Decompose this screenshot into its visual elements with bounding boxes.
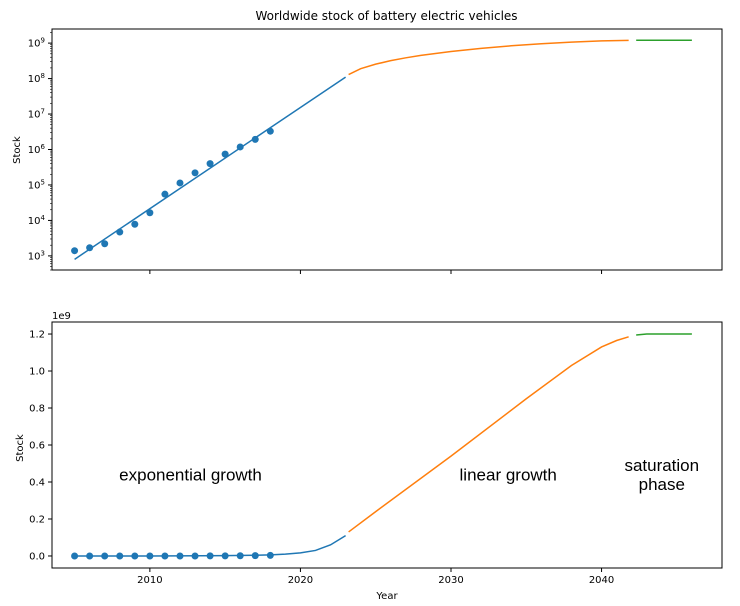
data-point <box>86 244 94 252</box>
y-tick-label: 106 <box>28 143 46 156</box>
y-tick-label: 0.0 <box>29 551 45 562</box>
y-tick-label: 105 <box>28 178 45 191</box>
series-line <box>348 39 629 76</box>
bottom-y-ticks: 0.0 0.2 0.4 0.6 0.8 1.0 1.2 <box>29 330 52 562</box>
x-tick-label: 2010 <box>137 575 162 586</box>
y-tick-label: 104 <box>28 214 46 227</box>
data-point <box>131 220 139 228</box>
data-point <box>251 135 259 143</box>
bottom-plot-frame <box>51 321 723 569</box>
y-tick-label: 0.6 <box>29 441 45 452</box>
data-point <box>146 209 154 217</box>
top-chart: Worldwide stock of battery electric vehi… <box>12 9 723 274</box>
y-offset-text: 1e9 <box>52 311 71 322</box>
data-point <box>191 169 199 177</box>
y-tick-label: 0.4 <box>29 477 45 488</box>
y-tick-label: 108 <box>28 72 45 85</box>
phase-annotation: exponential growth <box>119 466 262 485</box>
x-axis-label: Year <box>375 591 398 602</box>
data-point <box>101 240 109 248</box>
y-axis-label: Stock <box>15 434 26 462</box>
top-x-ticks <box>149 270 603 274</box>
x-tick-label: 2020 <box>288 575 313 586</box>
series-line <box>348 336 629 533</box>
series-line <box>636 333 692 336</box>
data-point <box>221 150 229 158</box>
series-line <box>74 534 346 557</box>
y-axis-label: Stock <box>12 136 23 164</box>
y-tick-label: 109 <box>28 37 45 50</box>
data-point <box>161 190 169 198</box>
data-point <box>71 247 79 255</box>
data-point <box>206 160 214 168</box>
bottom-x-ticks: 2010 2020 2030 2040 <box>137 568 614 586</box>
y-tick-label: 1.0 <box>29 367 45 378</box>
bottom-chart: Year Stock 1e9 exponential growth linear … <box>15 311 723 602</box>
phase-annotation: saturation <box>624 456 699 475</box>
series-line <box>74 76 347 260</box>
phase-annotation: linear growth <box>460 466 557 485</box>
bottom-chart-marks <box>71 333 692 560</box>
y-tick-label: 107 <box>28 108 45 121</box>
x-tick-label: 2040 <box>589 575 614 586</box>
x-tick-label: 2030 <box>438 575 463 586</box>
top-y-ticks: 103 104 105 106 107 108 109 <box>28 32 52 271</box>
y-tick-label: 103 <box>28 249 45 262</box>
top-plot-frame <box>51 28 723 271</box>
y-tick-label: 1.2 <box>29 330 45 341</box>
phase-annotations: exponential growth linear growth saturatio… <box>119 456 699 494</box>
y-tick-label: 0.2 <box>29 514 45 525</box>
data-point <box>176 179 184 187</box>
top-chart-marks <box>71 39 692 260</box>
phase-annotation: phase <box>639 475 685 494</box>
y-tick-label: 0.8 <box>29 404 45 415</box>
chart-title: Worldwide stock of battery electric vehi… <box>255 9 517 23</box>
